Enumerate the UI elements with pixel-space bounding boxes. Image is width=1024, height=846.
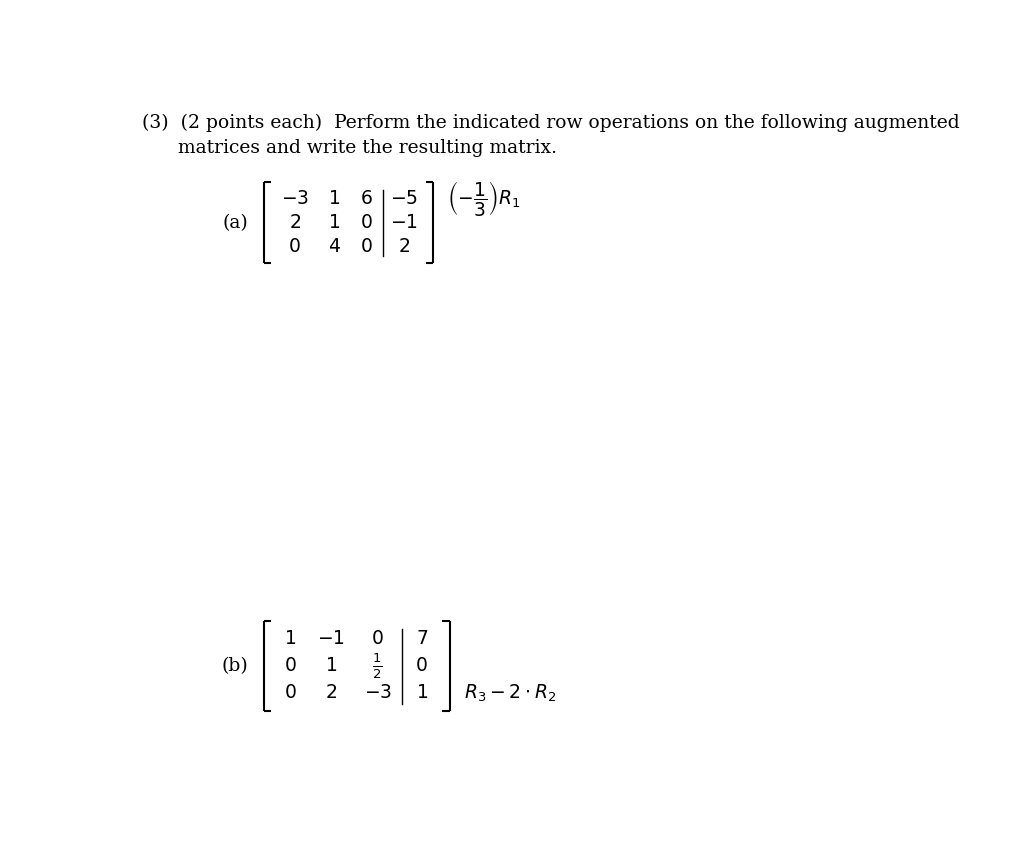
Text: $-1$: $-1$	[317, 630, 345, 648]
Text: $1$: $1$	[284, 630, 296, 648]
Text: matrices and write the resulting matrix.: matrices and write the resulting matrix.	[178, 140, 557, 157]
Text: $0$: $0$	[416, 657, 428, 675]
Text: $1$: $1$	[328, 214, 340, 232]
Text: $2$: $2$	[289, 214, 301, 232]
Text: $2$: $2$	[325, 684, 337, 702]
Text: $2$: $2$	[398, 238, 411, 255]
Text: $0$: $0$	[360, 214, 373, 232]
Text: $0$: $0$	[289, 238, 301, 255]
Text: $4$: $4$	[328, 238, 341, 255]
Text: $-3$: $-3$	[364, 684, 391, 702]
Text: $0$: $0$	[360, 238, 373, 255]
Text: $R_3 - 2 \cdot R_2$: $R_3 - 2 \cdot R_2$	[464, 683, 556, 704]
Text: (b): (b)	[221, 657, 248, 675]
Text: $1$: $1$	[328, 190, 340, 208]
Text: (a): (a)	[222, 214, 248, 232]
Text: $0$: $0$	[372, 630, 384, 648]
Text: (3)  (2 points each)  Perform the indicated row operations on the following augm: (3) (2 points each) Perform the indicate…	[142, 114, 959, 132]
Text: $1$: $1$	[325, 657, 337, 675]
Text: $0$: $0$	[284, 657, 296, 675]
Text: $6$: $6$	[360, 190, 373, 208]
Text: $0$: $0$	[284, 684, 296, 702]
Text: $\frac{1}{2}$: $\frac{1}{2}$	[373, 651, 383, 681]
Text: $-1$: $-1$	[390, 214, 418, 232]
Text: $\left(-\dfrac{1}{3}\right) R_1$: $\left(-\dfrac{1}{3}\right) R_1$	[447, 179, 520, 218]
Text: $-5$: $-5$	[390, 190, 418, 208]
Text: $-3$: $-3$	[281, 190, 308, 208]
Text: $1$: $1$	[416, 684, 428, 702]
Text: $7$: $7$	[416, 630, 428, 648]
